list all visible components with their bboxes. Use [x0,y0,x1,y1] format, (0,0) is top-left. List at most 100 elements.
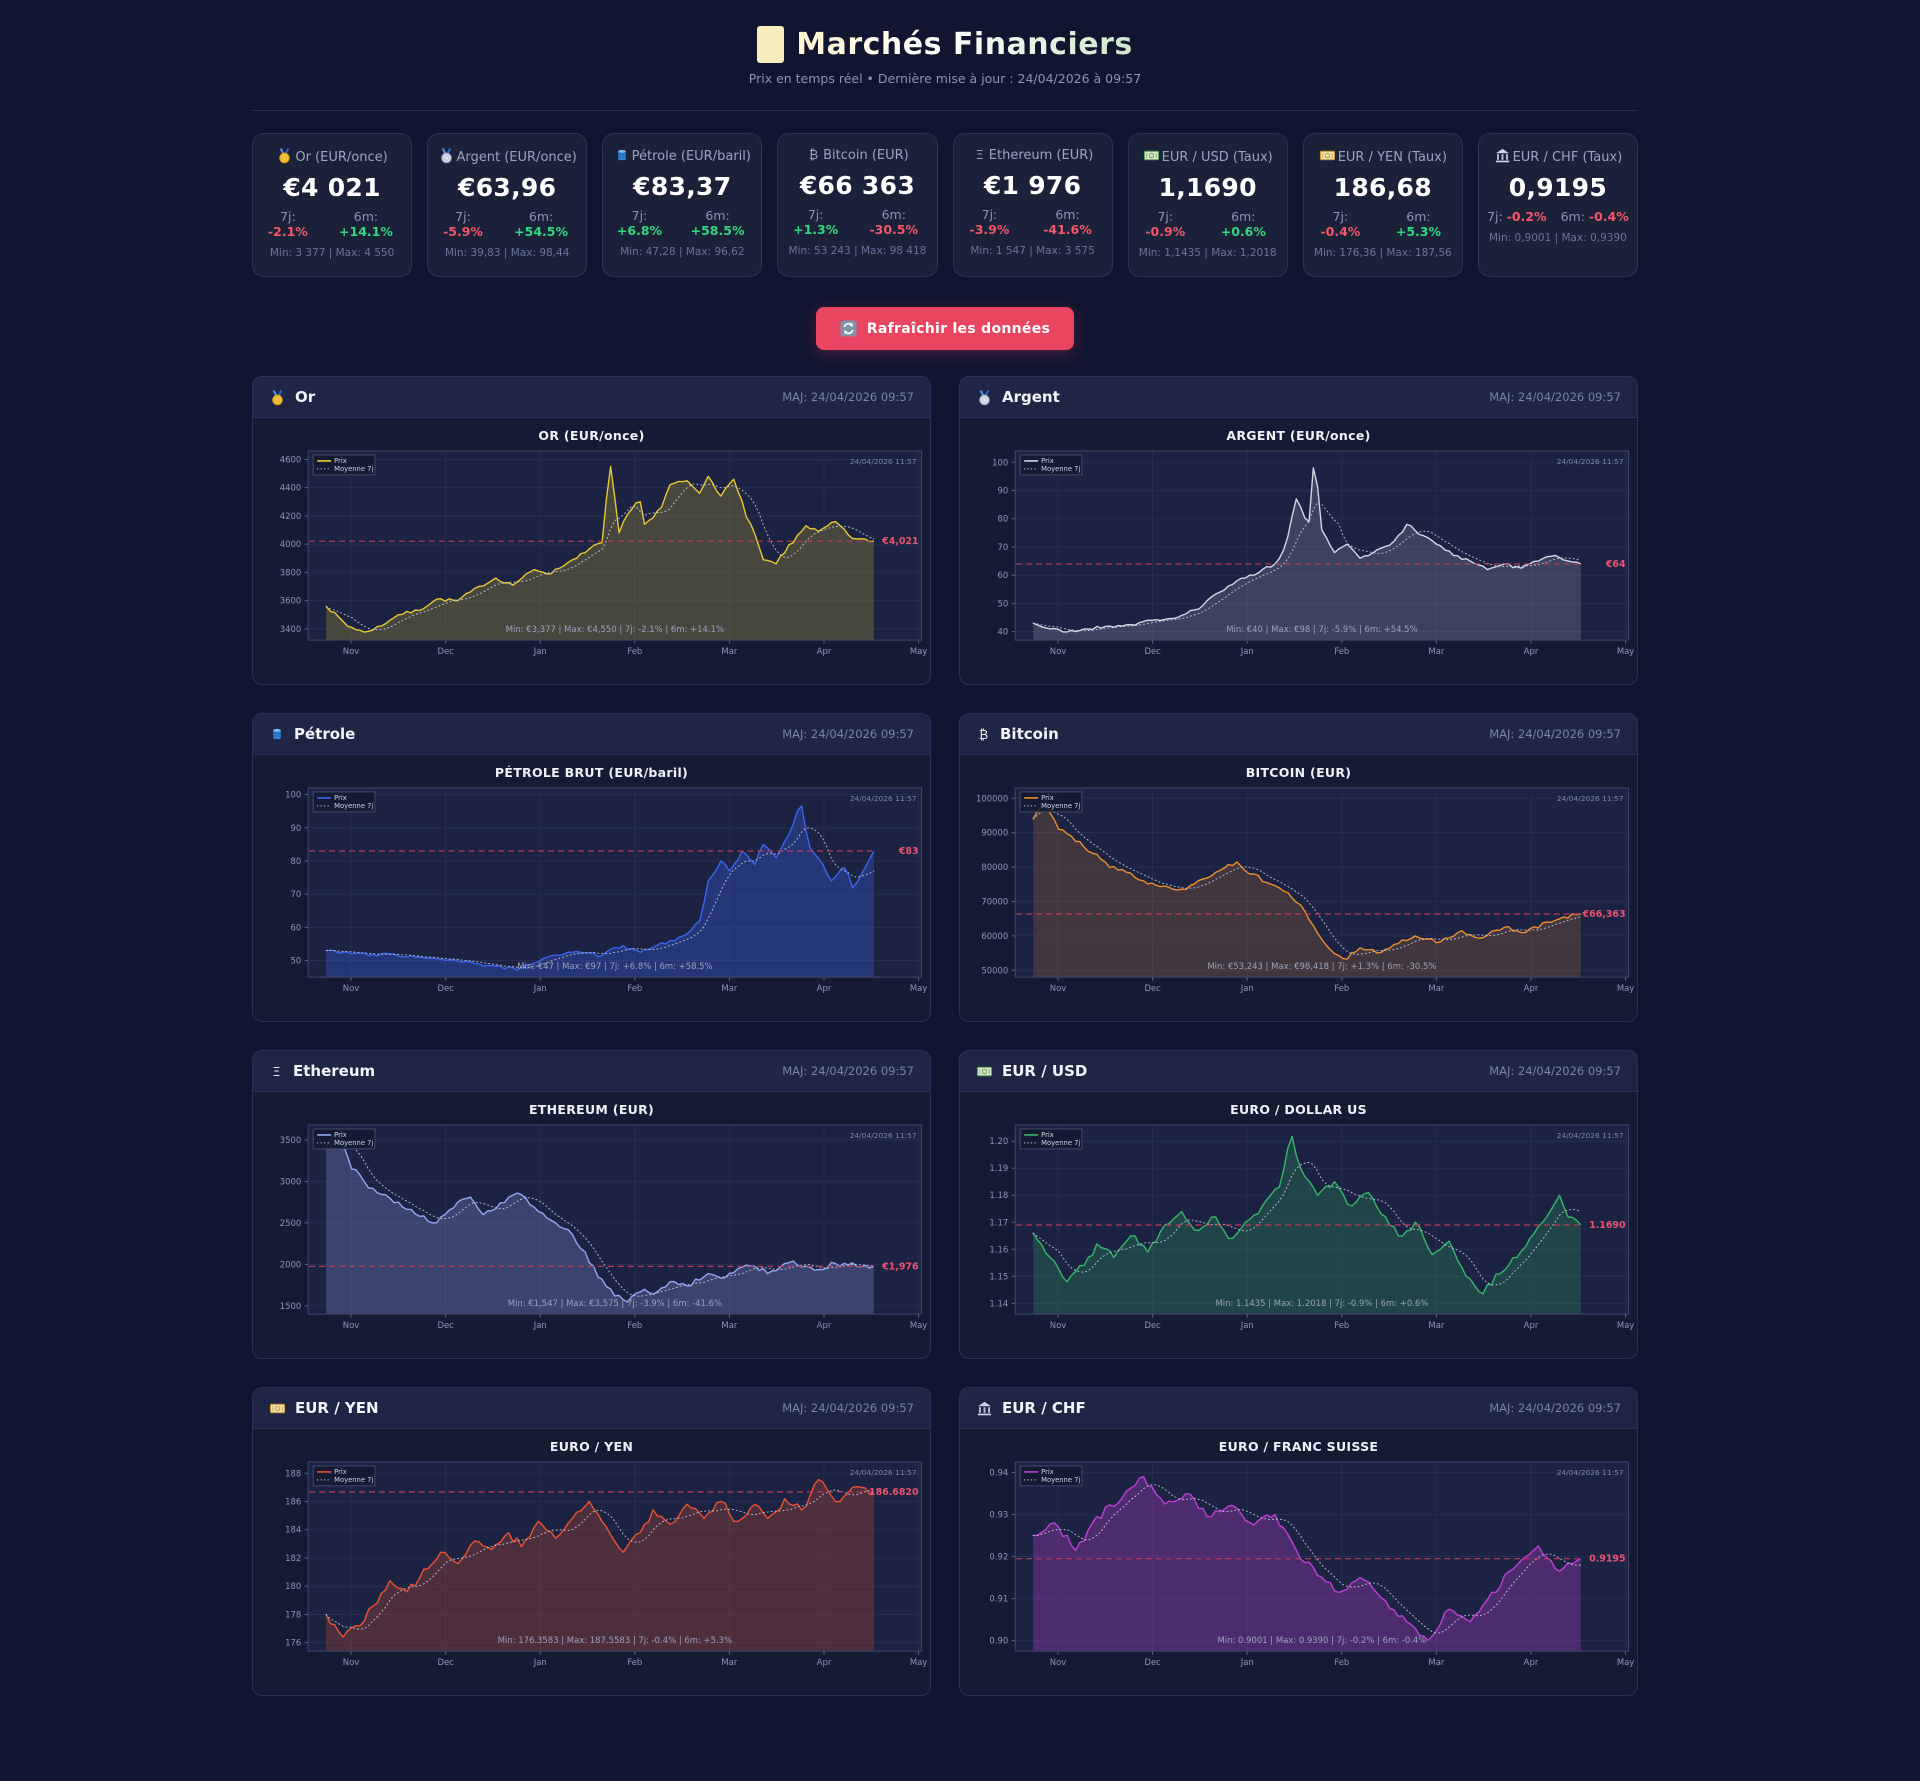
svg-text:1500: 1500 [280,1301,302,1311]
svg-text:₿: ₿ [979,727,988,742]
svg-text:50: 50 [290,956,301,966]
argent-chart: Nov Dec Jan Feb Mar Apr May 40 50 60 70 80 90 100 €64 P… [992,450,1634,656]
svg-text:Nov: Nov [1050,983,1067,993]
ticker-card-title: EUR / USD (Taux) [1137,147,1279,167]
svg-text:Min: €3,377 | Max: €4,550 | 7j: Min: €3,377 | Max: €4,550 | 7j: -2.1% | … [506,624,724,634]
chart-panel-updated-at: MAJ: 24/04/2026 09:57 [1489,1064,1621,1078]
svg-text:Nov: Nov [1050,1657,1067,1667]
svg-text:₿: ₿ [809,147,818,162]
svg-text:100: 100 [992,457,1008,467]
svg-text:1.19: 1.19 [989,1163,1008,1173]
ticker-cards-row: Or (EUR/once) €4 021 7j: -2.1% 6m: +14.1… [252,133,1638,277]
svg-text:178: 178 [285,1609,301,1619]
refresh-button[interactable]: Rafraîchir les données [815,307,1075,350]
svg-text:4000: 4000 [280,539,302,549]
chart-figure-title: ARGENT (EUR/once) [1226,428,1371,443]
svg-text:Prix: Prix [334,1131,347,1139]
bitcoin-icon: ₿ [976,727,991,742]
ticker-card-value: €66 363 [799,170,916,200]
ticker-card-minmax: Min: 176,36 | Max: 187,56 [1313,246,1452,259]
chart-panel-ethereum: Ξ Ethereum MAJ: 24/04/2026 09:57 ETHEREU… [252,1050,931,1359]
svg-text:Jan: Jan [1240,1320,1254,1330]
change-7d: +1.3% [793,221,839,237]
chart-panel-header: EUR / USD MAJ: 24/04/2026 09:57 [960,1051,1637,1092]
svg-text:24/04/2026 11:57: 24/04/2026 11:57 [850,794,917,803]
ticker-card-title: Ξ Ethereum (EUR) [962,147,1104,165]
svg-text:May: May [1617,1657,1634,1667]
svg-text:70: 70 [997,542,1008,552]
svg-text:184: 184 [285,1525,301,1535]
chart-panel-body: BITCOIN (EUR) Nov Dec Jan Feb Mar Apr May 50000… [960,755,1637,1021]
svg-text:Feb: Feb [627,646,642,656]
ticker-card-value: €4 021 [283,172,381,202]
ticker-card-title: Or (EUR/once) [261,147,403,167]
ticker-card-value: 1,1690 [1158,172,1257,202]
chart-panel-name: Bitcoin [1000,725,1059,743]
svg-text:Mar: Mar [1428,983,1444,993]
svg-text:Dec: Dec [437,646,454,656]
svg-text:€66,363: €66,363 [1582,909,1626,920]
silver-medal-icon [438,147,457,165]
svg-text:Feb: Feb [627,1320,642,1330]
svg-text:0.93: 0.93 [989,1510,1008,1520]
svg-text:May: May [910,646,927,656]
ticker-card-value: €1 976 [983,170,1082,200]
chart-panel-body: ETHEREUM (EUR) Nov Dec Jan Feb Mar Apr May 1500… [253,1092,930,1358]
svg-text:Apr: Apr [817,983,832,993]
svg-text:Nov: Nov [1050,1320,1067,1330]
ethereum-icon: Ξ [972,147,989,163]
dollar-banknote-icon [1143,150,1162,165]
svg-text:Feb: Feb [627,983,642,993]
ticker-card-minmax: Min: 1 547 | Max: 3 575 [970,244,1095,257]
ethereum-icon: Ξ [269,1064,284,1079]
ticker-card-minmax: Min: 3 377 | Max: 4 550 [269,246,395,259]
svg-text:Jan: Jan [533,646,547,656]
ticker-card-minmax: Min: 39,83 | Max: 98,44 [444,246,570,259]
chart-panel-header: EUR / CHF MAJ: 24/04/2026 09:57 [960,1388,1637,1429]
page: Marchés Financiers Prix en temps réel • … [252,0,1638,1716]
svg-text:2000: 2000 [280,1259,302,1269]
ticker-card-argent: Argent (EUR/once) €63,96 7j: -5.9% 6m: +… [427,133,588,277]
change-7d: -0.9% [1145,223,1186,239]
ticker-card-changes: 7j: -3.9% 6m: -41.6% [969,206,1092,237]
ticker-card-title: EUR / CHF (Taux) [1487,147,1629,167]
change-6m: -0.4% [1588,208,1629,224]
svg-text:Min: 176.3583 | Max: 187.5583: Min: 176.3583 | Max: 187.5583 | 7j: -0.4… [498,1635,732,1645]
svg-text:Mar: Mar [721,1320,737,1330]
svg-text:40: 40 [997,627,1008,637]
or-chart: Nov Dec Jan Feb Mar Apr May 3400 3600 3800 4000 420… [280,450,927,656]
svg-text:Moyenne 7j: Moyenne 7j [1041,1139,1080,1147]
eur-chf-chart: Nov Dec Jan Feb Mar Apr May 0.90 0.91 0.92 0.93 0.9… [989,1461,1634,1667]
svg-text:60: 60 [290,922,301,932]
ticker-card-eur-chf: EUR / CHF (Taux) 0,9195 7j: -0.2% 6m: -0… [1477,133,1638,277]
ticker-card-changes: 7j: -0.4% 6m: +5.3% [1320,208,1442,239]
ticker-card-value: 186,68 [1333,172,1432,202]
svg-text:24/04/2026 11:57: 24/04/2026 11:57 [1557,794,1624,803]
svg-text:May: May [910,1320,927,1330]
bitcoin-icon: ₿ [806,147,823,163]
ticker-card-title: ₿ Bitcoin (EUR) [786,147,928,165]
chart-figure-title: ETHEREUM (EUR) [528,1102,655,1117]
svg-text:50000: 50000 [981,965,1008,975]
refresh-button-row: Rafraîchir les données [252,307,1638,350]
change-6m: -30.5% [869,221,919,237]
chart-panel-name: EUR / CHF [1002,1399,1086,1417]
chart-panel-petrole: Pétrole MAJ: 24/04/2026 09:57 PÉTROLE BR… [252,713,931,1022]
svg-text:Ξ: Ξ [975,147,983,162]
chart-panel-updated-at: MAJ: 24/04/2026 09:57 [1489,727,1621,741]
change-7d: +6.8% [616,222,663,238]
svg-text:186: 186 [285,1496,301,1506]
svg-text:Feb: Feb [627,1657,642,1667]
svg-text:Dec: Dec [437,1320,454,1330]
svg-text:Jan: Jan [1240,983,1254,993]
ticker-card-petrole: Pétrole (EUR/baril) €83,37 7j: +6.8% 6m:… [602,133,763,277]
svg-text:Moyenne 7j: Moyenne 7j [334,465,373,473]
yen-banknote-icon [1319,150,1338,165]
ethereum-chart: Nov Dec Jan Feb Mar Apr May 1500 2000 2500 3000 350… [280,1124,927,1330]
oil-drum-icon [269,726,285,742]
ticker-card-changes: 7j: +1.3% 6m: -30.5% [793,206,919,237]
svg-text:Min: €47 | Max: €97 | 7j: +6.8: Min: €47 | Max: €97 | 7j: +6.8% | 6m: +5… [517,961,712,971]
dollar-banknote-icon [976,1063,993,1080]
title-row: Marchés Financiers [252,26,1638,63]
svg-text:Feb: Feb [1334,646,1349,656]
